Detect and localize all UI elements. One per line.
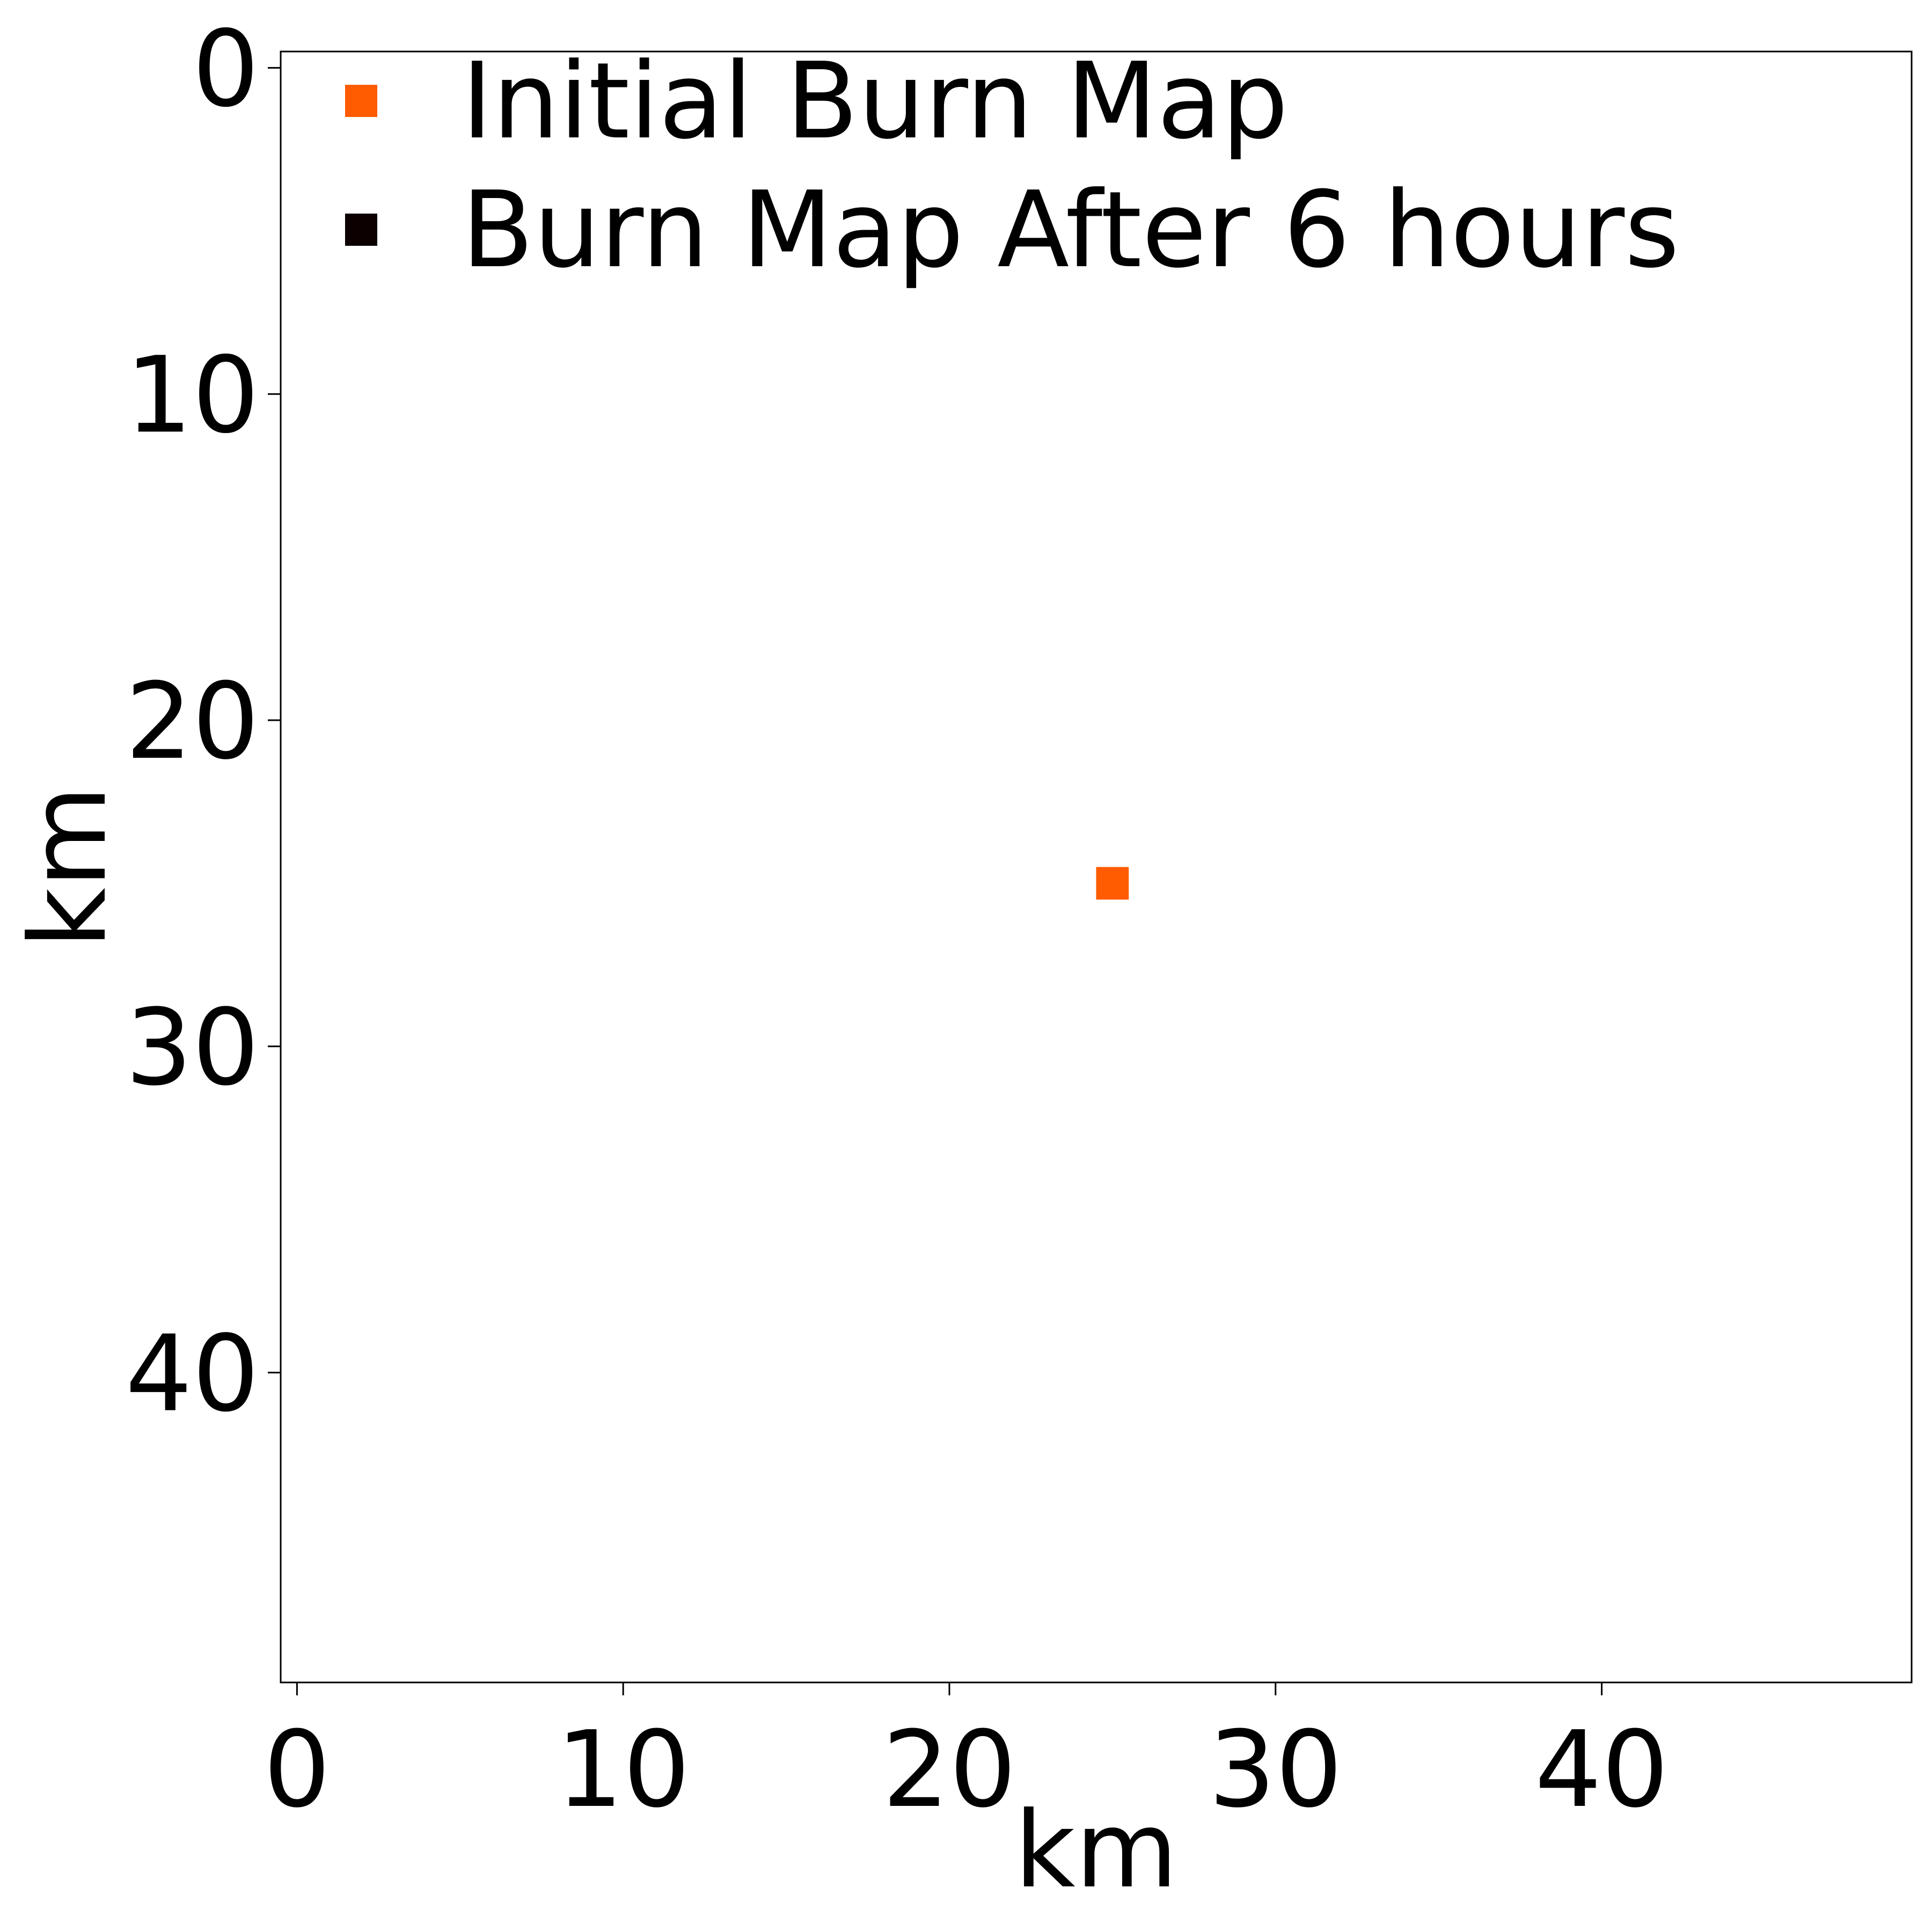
y-tick-label: 40 xyxy=(126,1313,259,1436)
x-tick-label: 20 xyxy=(882,1709,1016,1831)
plot-area-frame xyxy=(280,50,1913,1684)
y-tick-label: 10 xyxy=(126,334,259,457)
burn-cells xyxy=(1096,867,1129,900)
x-tick-label: 30 xyxy=(1209,1709,1342,1831)
y-axis-label: km xyxy=(8,785,130,948)
legend-label: Burn Map After 6 hours xyxy=(462,169,1679,291)
x-axis-label: km xyxy=(1014,1789,1177,1912)
y-tick-label: 20 xyxy=(126,661,259,783)
x-tick-label: 10 xyxy=(556,1709,690,1831)
y-tick-label: 30 xyxy=(126,987,259,1109)
x-tick-label: 0 xyxy=(264,1709,331,1831)
burn-cell xyxy=(1096,867,1129,900)
legend-label: Initial Burn Map xyxy=(462,40,1289,163)
y-axis-ticks: 0 10 20 30 40 xyxy=(126,8,281,1436)
legend-marker xyxy=(345,214,377,246)
legend-marker xyxy=(345,85,377,117)
y-tick-label: 0 xyxy=(192,8,259,130)
x-axis-ticks: 0 10 20 30 40 xyxy=(264,1682,1668,1831)
x-tick-label: 40 xyxy=(1535,1709,1668,1831)
